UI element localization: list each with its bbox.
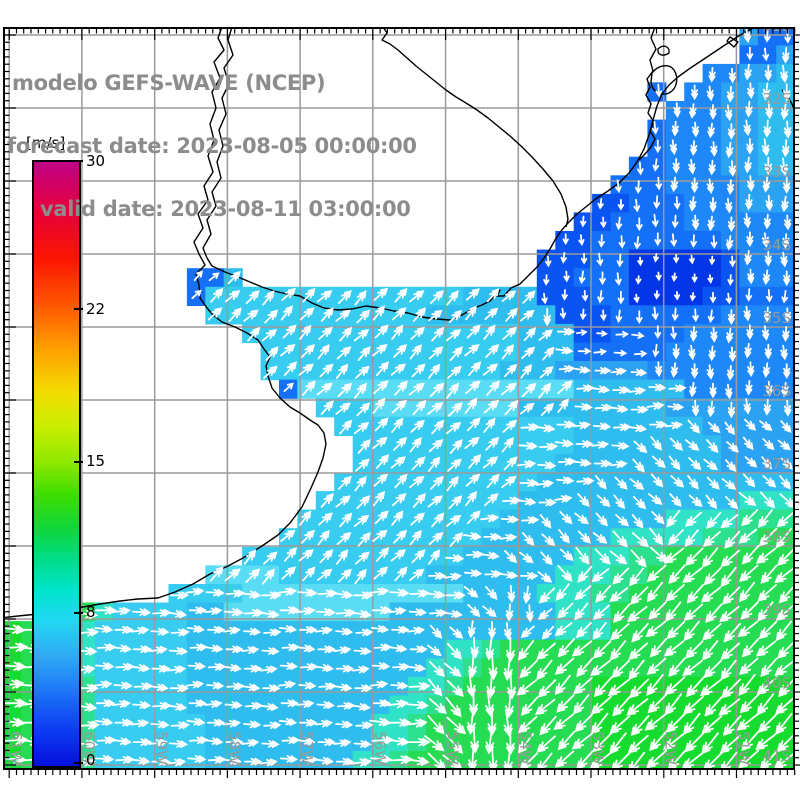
coastline-path	[202, 27, 234, 267]
latitude-label: 38S	[762, 528, 791, 546]
title-forecast-date-line: forecast date: 2023-08-05 00:00:00	[7, 134, 417, 158]
latitude-label: 36S	[762, 382, 791, 400]
colorbar-tick-mark	[74, 160, 83, 162]
latitude-label: 34S	[762, 236, 791, 254]
latitude-label: 31S	[762, 17, 791, 35]
colorbar-tick-mark	[74, 308, 83, 310]
coastline-path	[381, 27, 569, 228]
map-frame	[3, 27, 795, 770]
wind-arrows-layer	[3, 27, 795, 770]
colorbar-tick-label: 30	[86, 152, 106, 170]
graticule-labels: 31S 32S 33S 34S 35S 36S 37S 38S 39S 40S 41S 61W 60W 5…	[7, 17, 791, 765]
longitude-label: 56W	[371, 731, 389, 765]
longitude-label: 61W	[7, 731, 25, 765]
longitude-label: 60W	[80, 731, 98, 765]
longitude-label: 55W	[444, 731, 462, 765]
latitude-label: 40S	[762, 674, 791, 692]
latitude-label: 41S	[762, 747, 791, 765]
longitude-label: 52W	[662, 731, 680, 765]
latlon-gridlines	[3, 27, 795, 770]
latitude-label: 39S	[762, 601, 791, 619]
title-valid-date-line: valid date: 2023-08-11 03:00:00	[40, 197, 411, 221]
longitude-label: 59W	[153, 731, 171, 765]
colorbar-tick-mark	[74, 762, 83, 764]
latitude-label: 33S	[762, 163, 791, 181]
coastline-path	[211, 27, 757, 321]
longitude-label: 58W	[225, 731, 243, 765]
colorbar-tick-label: 0	[86, 751, 96, 769]
colorbar-tick-label: 15	[86, 452, 106, 470]
axis-ticks	[4, 28, 800, 778]
longitude-label: 57W	[298, 731, 316, 765]
coastline-path	[650, 65, 678, 95]
colorbar-tick-mark	[74, 612, 83, 614]
coastline-path	[726, 36, 739, 48]
longitude-label: 54W	[516, 731, 534, 765]
colorbar-tick-label: 8	[86, 603, 96, 621]
colorbar-tick-mark	[74, 461, 83, 463]
colorbar-tick-label: 22	[86, 300, 106, 318]
coastline-path	[638, 27, 657, 161]
latitude-label: 32S	[762, 90, 791, 108]
colorbar	[32, 160, 81, 768]
longitude-label: 51W	[734, 731, 752, 765]
map-inner: 31S 32S 33S 34S 35S 36S 37S 38S 39S 40S 41S 61W 60W 5…	[3, 17, 795, 770]
latitude-label: 35S	[762, 309, 791, 327]
colorbar-unit-label: [m/s]	[26, 134, 66, 152]
title-block: modelo GEFS-WAVE (NCEP) forecast date: 2…	[0, 31, 417, 262]
coastline-path	[657, 45, 670, 56]
title-model-line: modelo GEFS-WAVE (NCEP)	[12, 71, 326, 95]
latitude-label: 37S	[762, 455, 791, 473]
longitude-label: 53W	[589, 731, 607, 765]
